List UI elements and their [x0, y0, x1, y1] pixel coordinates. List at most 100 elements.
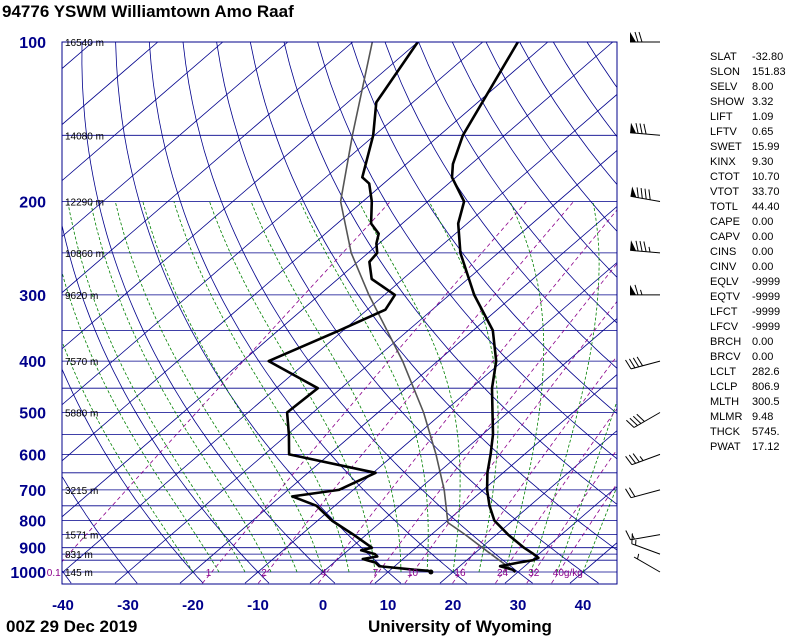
- index-value: 33.70: [752, 186, 780, 198]
- isotherm-line: [504, 486, 617, 584]
- wind-barb: [625, 453, 661, 466]
- moist-adiabat-line: [428, 201, 499, 573]
- dry-adiabat-line: [350, 42, 617, 415]
- index-value: 9.30: [752, 156, 774, 168]
- moist-adiabat-line: [90, 201, 272, 573]
- pressure-tick-label: 400: [19, 354, 46, 371]
- pressure-tick-label: 1000: [10, 565, 46, 582]
- index-key: LFCT: [710, 306, 738, 318]
- wind-barb-flag: [630, 186, 637, 198]
- wind-barb-half: [637, 553, 640, 560]
- wind-barb-full: [628, 454, 636, 464]
- index-value: 10.70: [752, 171, 780, 183]
- pressure-tick-label: 200: [19, 195, 46, 212]
- wind-barb-full: [635, 240, 639, 252]
- moist-adiabat-line: [582, 485, 617, 573]
- wind-barb-full: [634, 284, 639, 296]
- index-row: EQLV -9999: [710, 275, 798, 290]
- wind-barb-full: [632, 415, 642, 424]
- wind-barb: [626, 412, 661, 428]
- wind-barb-full: [626, 419, 635, 428]
- index-value: 0.00: [752, 246, 774, 258]
- wind-barb-staff: [631, 543, 661, 555]
- index-row: EQTV -9999: [710, 290, 798, 305]
- pressure-tick-label: 500: [19, 406, 46, 423]
- isotherm-line: [62, 93, 617, 574]
- index-value: 0.00: [752, 216, 774, 228]
- wind-barb-full: [640, 188, 643, 199]
- index-row: MLTH 300.5: [710, 395, 798, 410]
- temperature-tick-label: 30: [510, 597, 527, 614]
- isotherm-line: [62, 42, 484, 406]
- wind-barb-full: [632, 357, 640, 368]
- moist-adiabat-line: [62, 340, 194, 573]
- mixing-ratio-label: 24: [497, 568, 509, 579]
- wind-barb-half: [648, 246, 651, 253]
- index-row: LCLP 806.9: [710, 380, 798, 395]
- wind-barb-full: [639, 240, 643, 252]
- index-key: SWET: [710, 141, 742, 153]
- mixing-ratio-label: 2: [261, 568, 267, 579]
- mixing-ratio-line: [452, 355, 617, 584]
- wind-barb-staff: [630, 489, 661, 499]
- wind-barb-flag: [630, 122, 637, 134]
- wind-barb: [633, 553, 661, 573]
- wind-barb-staff: [630, 132, 661, 136]
- isotherm-line: [62, 42, 354, 294]
- index-value: 300.5: [752, 396, 780, 408]
- index-value: -32.80: [752, 51, 784, 63]
- wind-barb: [630, 122, 661, 136]
- wind-barb-staff: [630, 249, 661, 254]
- wind-barb: [630, 186, 661, 202]
- wind-barb-staff: [633, 412, 661, 428]
- height-label: 3215 m: [65, 486, 98, 497]
- dry-adiabat-line: [182, 42, 533, 584]
- wind-barb-flag: [630, 240, 637, 251]
- index-key: LIFT: [710, 111, 733, 123]
- wind-barb-flag: [630, 284, 636, 295]
- height-label: 14080 m: [65, 131, 104, 142]
- dry-adiabat-line: [115, 42, 402, 584]
- wind-barb-full: [629, 417, 638, 426]
- wind-barb-full: [634, 31, 639, 43]
- pressure-tick-label: 300: [19, 288, 46, 305]
- source-label: University of Wyoming: [368, 617, 552, 636]
- isotherm-line: [114, 149, 617, 584]
- pressure-tick-label: 600: [19, 447, 46, 464]
- temperature-tick-label: 20: [445, 597, 462, 614]
- wind-barb-staff: [633, 556, 661, 573]
- wind-barb-full: [628, 358, 636, 369]
- index-row: CINS 0.00: [710, 245, 798, 260]
- mixing-ratio-label: 10: [407, 568, 419, 579]
- index-row: LIFT 1.09: [710, 110, 798, 125]
- index-row: LFTV 0.65: [710, 125, 798, 140]
- moist-adiabat-line: [114, 201, 298, 573]
- index-row: BRCV 0.00: [710, 350, 798, 365]
- mixing-ratio-label: 4: [321, 568, 327, 579]
- isotherm-line: [62, 42, 614, 518]
- index-key: MLTH: [710, 396, 740, 408]
- wind-barb-full: [628, 487, 636, 497]
- index-row: CAPE 0.00: [710, 215, 798, 230]
- dry-adiabat-line: [317, 42, 617, 460]
- index-value: 15.99: [752, 141, 780, 153]
- index-key: SLAT: [710, 51, 737, 63]
- wind-barb-staff: [631, 453, 661, 466]
- wind-barb-full: [643, 241, 647, 252]
- pressure-tick-label: 100: [19, 35, 46, 52]
- index-key: CAPE: [710, 216, 740, 228]
- mixing-ratio-label: 0.1: [47, 568, 61, 579]
- index-value: 151.83: [752, 66, 786, 78]
- index-row: CTOT 10.70: [710, 170, 798, 185]
- wind-barb: [631, 533, 661, 555]
- pressure-tick-label: 800: [19, 514, 46, 531]
- index-key: VTOT: [710, 186, 740, 198]
- index-key: CINV: [710, 261, 737, 273]
- height-label: 7570 m: [65, 357, 98, 368]
- mixing-ratio-label: 1: [206, 568, 212, 579]
- temperature-tick-label: -20: [182, 597, 204, 614]
- wind-barbs: [625, 31, 661, 573]
- index-value: 1.09: [752, 111, 774, 123]
- index-row: BRCH 0.00: [710, 335, 798, 350]
